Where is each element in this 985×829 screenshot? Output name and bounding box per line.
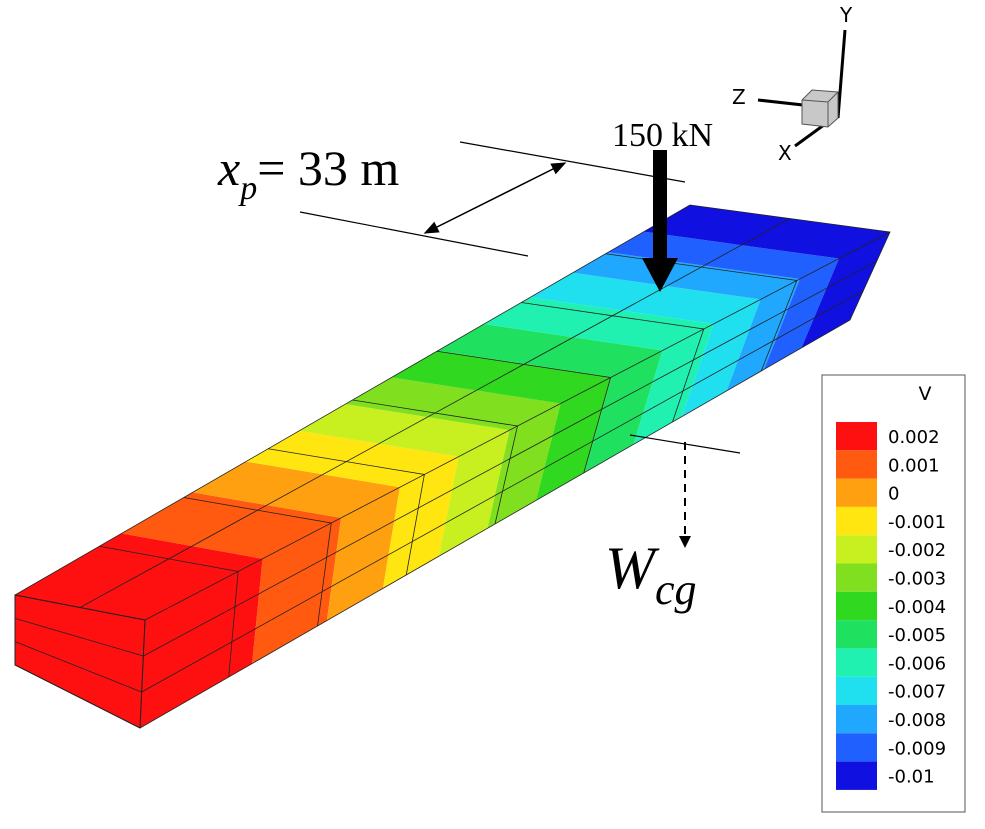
beam-side-band bbox=[140, 558, 263, 728]
mesh-line bbox=[14, 204, 691, 596]
beam-top-band bbox=[192, 461, 400, 518]
legend-label: -0.01 bbox=[888, 767, 935, 788]
legend-label: -0.007 bbox=[888, 682, 946, 703]
beam-top-band bbox=[437, 324, 663, 377]
legend-swatch bbox=[836, 563, 877, 592]
axis-z-label: Z bbox=[732, 85, 746, 109]
weight-arrow-head bbox=[679, 536, 691, 548]
mesh-line bbox=[14, 617, 144, 657]
position-value: = 33 m bbox=[257, 140, 399, 196]
legend-swatch bbox=[836, 648, 877, 677]
mesh-line bbox=[141, 290, 864, 693]
beam-side-band bbox=[764, 258, 840, 370]
beam-top-band bbox=[530, 272, 761, 324]
legend-label: -0.005 bbox=[888, 625, 946, 646]
axis-triad: Y Z X bbox=[732, 3, 853, 165]
legend-label: -0.002 bbox=[888, 540, 946, 561]
beam-top-band bbox=[643, 205, 890, 259]
weight-subscript: cg bbox=[655, 565, 697, 614]
mesh-line bbox=[14, 641, 142, 693]
legend-swatch bbox=[836, 676, 877, 705]
beam-side-band bbox=[487, 403, 561, 529]
dimension-line bbox=[299, 211, 529, 257]
legend-swatch bbox=[836, 450, 877, 479]
mesh-line bbox=[79, 218, 791, 608]
legend-swatch bbox=[836, 478, 877, 507]
legend-swatch bbox=[836, 705, 877, 734]
mesh-line bbox=[139, 319, 851, 729]
legend-label: -0.001 bbox=[888, 512, 946, 533]
position-symbol: x bbox=[217, 140, 240, 196]
load-arrow bbox=[653, 150, 667, 260]
position-label: xp= 33 m bbox=[217, 140, 399, 207]
beam-top-band bbox=[391, 350, 612, 404]
dimension-arrow bbox=[423, 162, 567, 234]
beam-top-band bbox=[15, 533, 263, 620]
legend: V 0.002 0.001 0 -0.001 -0.002 -0.003 -0.004 -0.… bbox=[821, 374, 966, 813]
load-arrow-head bbox=[642, 258, 678, 292]
legend-label: -0.008 bbox=[888, 710, 946, 731]
legend-swatch bbox=[836, 506, 877, 536]
weight-label: Wcg bbox=[605, 535, 697, 614]
legend-swatch bbox=[836, 422, 877, 451]
position-subscript: p bbox=[238, 170, 257, 207]
beam-side-band bbox=[382, 456, 459, 589]
beam-side-band bbox=[584, 350, 663, 473]
legend-label: 0 bbox=[888, 484, 899, 505]
beam-top-band bbox=[483, 297, 714, 351]
legend-title: V bbox=[919, 383, 932, 405]
beam-top-band bbox=[245, 430, 459, 488]
legend-swatch bbox=[836, 733, 877, 762]
beam-top-band bbox=[345, 377, 561, 431]
beam-side-band bbox=[726, 278, 800, 391]
axis-y-label: Y bbox=[839, 3, 853, 27]
legend-swatch bbox=[836, 591, 877, 621]
beam-side-band bbox=[681, 299, 761, 417]
axis-x-label: X bbox=[778, 141, 792, 165]
legend-label: -0.006 bbox=[888, 653, 946, 674]
beam bbox=[14, 204, 891, 729]
beam-side-band bbox=[252, 517, 342, 664]
mesh-line bbox=[144, 231, 891, 621]
beam-top-band bbox=[121, 492, 342, 559]
weight-symbol: W bbox=[605, 535, 660, 601]
legend-label: -0.004 bbox=[888, 597, 946, 618]
legend-swatch bbox=[836, 535, 877, 564]
legend-swatch bbox=[836, 761, 877, 790]
dimension-line bbox=[459, 141, 686, 183]
legend-swatch bbox=[836, 620, 877, 649]
beam-side-band bbox=[801, 232, 890, 348]
legend-label: 0.002 bbox=[888, 427, 940, 448]
mesh-line bbox=[14, 664, 141, 729]
beam-side-band bbox=[633, 323, 714, 445]
beam-side-band bbox=[326, 487, 400, 621]
legend-label: -0.003 bbox=[888, 569, 946, 590]
legend-label: -0.009 bbox=[888, 738, 946, 759]
beam-top-band bbox=[299, 404, 510, 457]
mesh-line bbox=[143, 260, 877, 657]
legend-label: 0.001 bbox=[888, 455, 940, 476]
load-label: 150 kN bbox=[612, 117, 713, 154]
beam-top-band bbox=[572, 252, 800, 300]
beam-side-band bbox=[438, 430, 510, 557]
beam-side-band bbox=[536, 376, 612, 501]
